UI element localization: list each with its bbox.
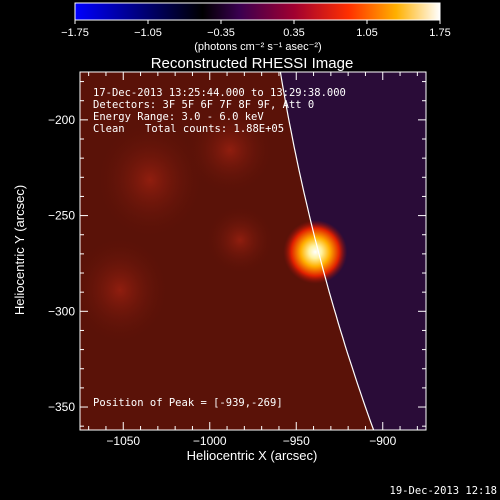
method-label: Clean <box>93 123 125 135</box>
total-counts-label: Total counts: 1.88E+05 <box>145 123 284 135</box>
plot-image <box>80 72 426 430</box>
peak-source <box>283 219 348 284</box>
energy-range-label: Energy Range: 3.0 - 6.0 keV <box>93 111 264 123</box>
colorbar-tick-label: −1.05 <box>134 27 162 39</box>
colorbar <box>74 2 441 21</box>
emission-blob <box>95 120 205 240</box>
x-tick-label: −900 <box>369 434 396 448</box>
y-axis-label: Heliocentric Y (arcsec) <box>12 185 27 315</box>
x-axis-ticks: −1050 −1000 −950 −900 <box>88 72 418 448</box>
colorbar-ticks: −1.75 −1.05 −0.35 0.35 1.05 1.75 <box>61 20 451 39</box>
plot-frame <box>79 71 427 431</box>
solar-limb <box>279 72 375 430</box>
emission-blob <box>80 235 170 345</box>
colorbar-tick-label: −0.35 <box>207 27 235 39</box>
y-tick-label: −300 <box>48 304 75 318</box>
peak-position-label: Position of Peak = [-939,-269] <box>93 397 283 409</box>
x-axis-label: Heliocentric X (arcsec) <box>187 448 318 463</box>
x-tick-label: −1000 <box>193 434 227 448</box>
detectors-label: Detectors: 3F 5F 6F 7F 8F 9F, Att 0 <box>93 99 314 111</box>
timestamp: 19-Dec-2013 12:18 <box>390 485 497 497</box>
colorbar-tick-label: 0.35 <box>283 27 304 39</box>
y-tick-label: −350 <box>48 400 75 414</box>
colorbar-unit-label: (photons cm⁻² s⁻¹ asec⁻²) <box>194 41 321 53</box>
colorbar-tick-label: 1.05 <box>356 27 377 39</box>
x-tick-label: −1050 <box>106 434 140 448</box>
chart-title: Reconstructed RHESSI Image <box>151 55 354 72</box>
emission-blob <box>185 105 275 195</box>
x-tick-label: −950 <box>283 434 310 448</box>
y-tick-label: −250 <box>48 209 75 223</box>
colorbar-tick-label: −1.75 <box>61 27 89 39</box>
y-axis-ticks: −200 −250 −300 −350 <box>48 81 426 427</box>
emission-blob <box>205 205 275 275</box>
time-range-label: 17-Dec-2013 13:25:44.000 to 13:29:38.000 <box>93 87 346 99</box>
colorbar-tick-label: 1.75 <box>429 27 450 39</box>
y-tick-label: −200 <box>48 113 75 127</box>
